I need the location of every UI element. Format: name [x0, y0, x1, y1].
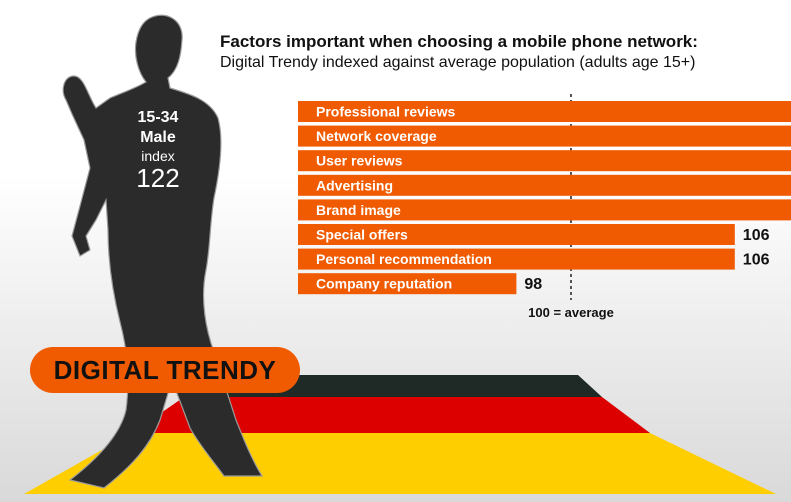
category-label: Professional reviews: [316, 104, 456, 120]
bar-advertising: [298, 174, 791, 196]
bar-user-reviews: [298, 150, 791, 172]
category-label: Company reputation: [316, 276, 452, 292]
value-label: 98: [524, 276, 542, 293]
bar-personal-recommendation: [298, 248, 735, 270]
bar-professional-reviews: [298, 101, 791, 122]
bar-company-reputation: [298, 273, 517, 295]
category-label: Network coverage: [316, 128, 437, 144]
flag-stripe-red: [132, 397, 650, 433]
value-label: 106: [743, 252, 770, 269]
segment-age: 15-34: [137, 109, 179, 126]
segment-info: 15-34 Male index 122: [118, 108, 198, 192]
category-label: Special offers: [316, 227, 408, 243]
bar-special-offers: [298, 224, 735, 245]
category-label: Advertising: [316, 177, 393, 193]
average-reference-label: 100 = average: [528, 305, 614, 320]
category-label: Brand image: [316, 202, 401, 218]
bar-network-coverage: [298, 125, 791, 147]
segment-index-label: index: [141, 148, 175, 164]
value-label: 106: [743, 227, 770, 244]
segment-index-value: 122: [136, 163, 180, 193]
digital-trendy-badge: DIGITAL TRENDY: [30, 347, 300, 393]
segment-gender: Male: [140, 129, 176, 146]
category-label: User reviews: [316, 153, 403, 169]
chart-title: Factors important when choosing a mobile…: [220, 32, 698, 51]
bar-brand-image: [298, 199, 791, 221]
category-label: Personal recommendation: [316, 251, 492, 267]
chart-subtitle: Digital Trendy indexed against average p…: [220, 54, 696, 71]
